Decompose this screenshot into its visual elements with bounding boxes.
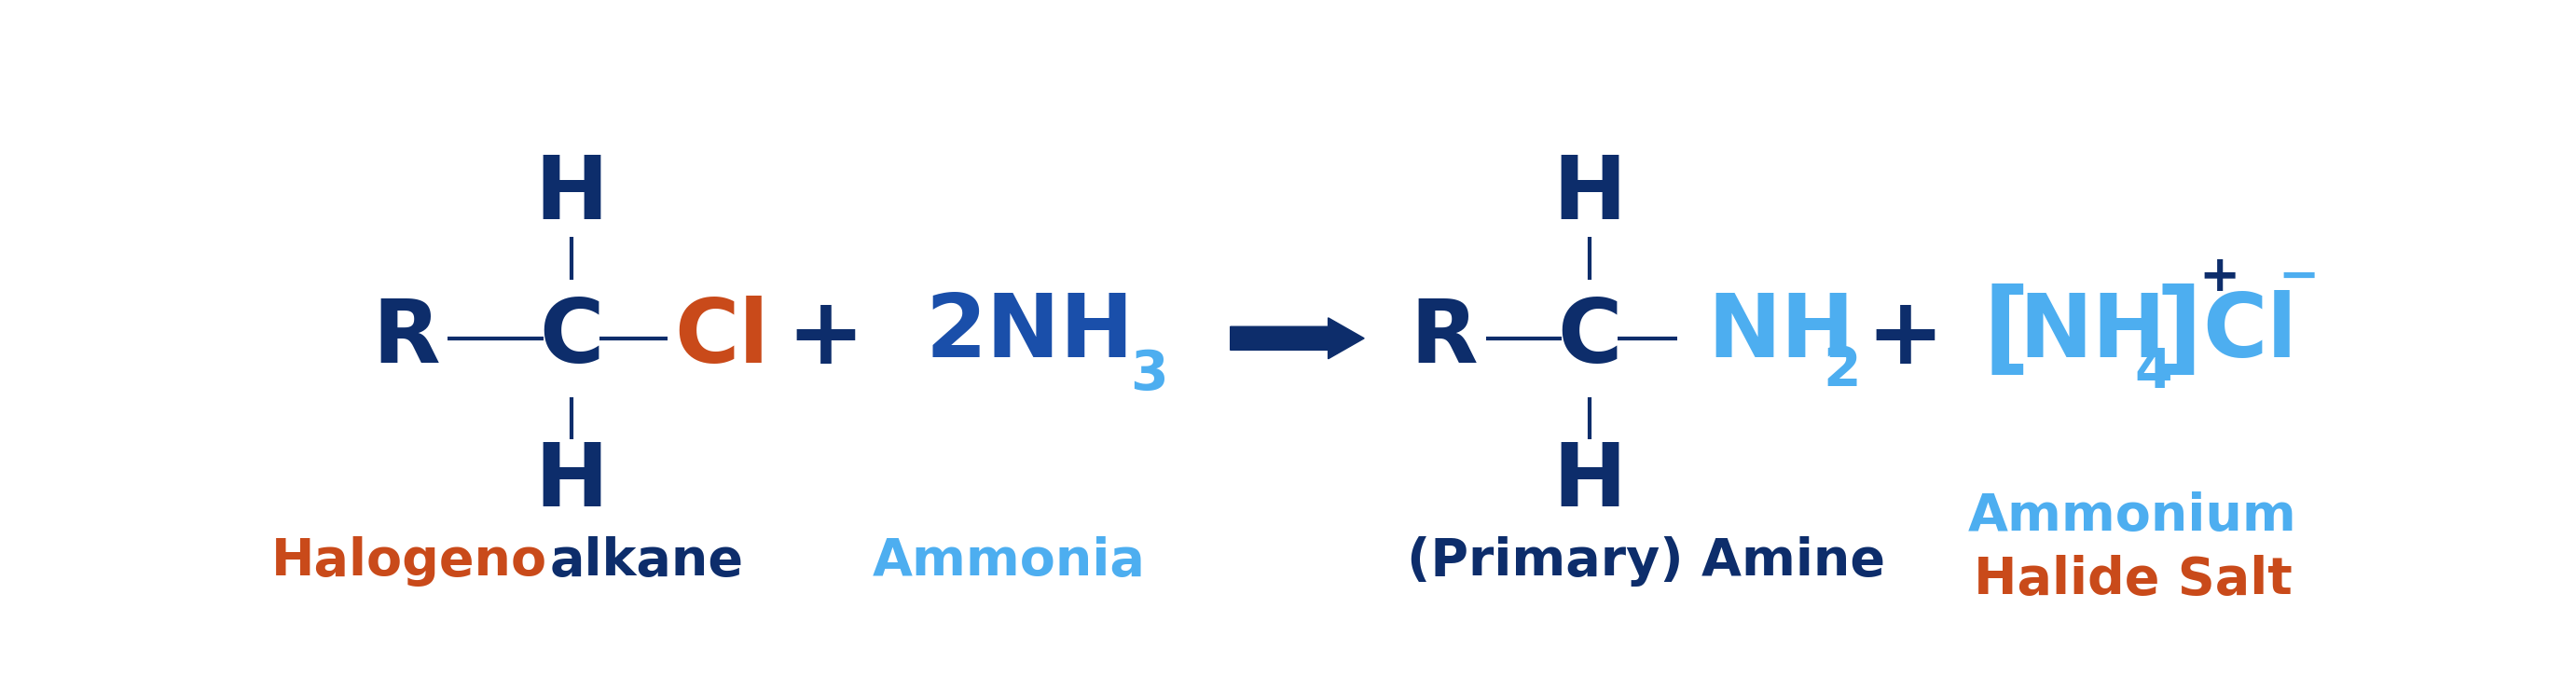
Text: H: H — [1553, 439, 1625, 525]
Text: Cl: Cl — [675, 296, 768, 381]
Text: 2: 2 — [1824, 343, 1862, 397]
Text: C: C — [1558, 296, 1623, 381]
Text: Halogeno: Halogeno — [270, 537, 549, 587]
Text: H: H — [1553, 152, 1625, 238]
Text: C: C — [538, 296, 603, 381]
Text: H: H — [536, 439, 608, 525]
Text: ]: ] — [2154, 283, 2202, 383]
Text: Ammonia: Ammonia — [873, 537, 1146, 587]
Text: Cl: Cl — [2202, 290, 2298, 376]
Text: [: [ — [1984, 283, 2030, 383]
Text: 4: 4 — [2136, 346, 2172, 399]
Text: NH: NH — [1708, 290, 1855, 376]
Text: NH: NH — [2020, 290, 2166, 376]
Text: +: + — [2200, 253, 2241, 301]
Text: Ammonium: Ammonium — [1968, 491, 2298, 542]
Text: 3: 3 — [1131, 348, 1170, 401]
Text: (Primary) Amine: (Primary) Amine — [1406, 537, 1886, 587]
Text: +: + — [786, 293, 863, 384]
Text: −: − — [2280, 253, 2321, 301]
Text: R: R — [371, 296, 440, 381]
FancyArrow shape — [1231, 318, 1365, 359]
Text: 2NH: 2NH — [925, 290, 1133, 376]
Text: R: R — [1409, 296, 1479, 381]
Text: Halide Salt: Halide Salt — [1973, 556, 2293, 605]
Text: H: H — [536, 152, 608, 238]
Text: +: + — [1865, 293, 1945, 384]
Text: alkane: alkane — [549, 537, 744, 587]
